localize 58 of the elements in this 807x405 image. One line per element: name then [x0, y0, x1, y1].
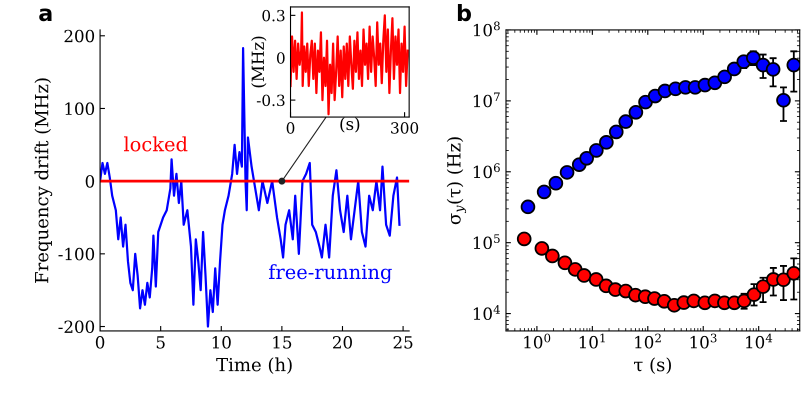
point — [746, 50, 761, 66]
x-tick-label: 25 — [394, 336, 412, 349]
point — [776, 92, 791, 108]
point — [708, 75, 722, 90]
y-tick-label: -0.3 — [256, 94, 285, 106]
y-tick-label: 10$^{8}$ — [474, 21, 500, 36]
point — [628, 104, 644, 120]
x-tick-label: 10$^{2}$ — [635, 334, 661, 349]
y-tick-label: 10$^{6}$ — [474, 163, 500, 178]
y-tick-label: 10$^{4}$ — [474, 305, 500, 320]
chart-title: a — [39, 8, 52, 22]
x-tick-label: 10$^{0}$ — [524, 334, 550, 349]
x-tick-label: 15 — [273, 336, 292, 349]
point — [588, 272, 604, 287]
point — [599, 135, 614, 150]
x-axis-title: τ (s) — [634, 357, 671, 374]
point — [726, 62, 742, 76]
point — [548, 176, 564, 191]
x-tick-label: 0 — [96, 336, 104, 349]
y-tick-label: 10$^{7}$ — [474, 92, 500, 108]
point — [786, 266, 800, 281]
y-tick-label: 10$^{5}$ — [474, 234, 500, 250]
x-tick-label: 5 — [156, 336, 165, 349]
x-tick-label: 20 — [333, 336, 352, 349]
y-tick-label: 0 — [86, 175, 94, 188]
point — [589, 143, 604, 158]
point — [756, 279, 770, 294]
y-axis-title: Frequency drift (MHz) — [34, 78, 52, 283]
point — [558, 256, 572, 270]
x-axis-title: (s) — [340, 117, 360, 133]
y-tick-label: 200 — [64, 30, 94, 42]
x-tick-label: 300 — [391, 122, 418, 134]
point — [766, 62, 780, 77]
point — [746, 287, 762, 302]
y-tick-label: 0 — [276, 52, 285, 64]
x-axis-title: Time (h) — [216, 357, 292, 374]
annotation: locked — [124, 136, 188, 152]
chart-title: b — [458, 4, 471, 22]
point — [608, 124, 624, 140]
y-axis-title: (MHz) — [251, 36, 266, 88]
y-axis-title: σ$_{y}$(τ) (Hz) — [446, 137, 466, 224]
x-tick-label: 10 — [212, 336, 231, 349]
point — [618, 114, 634, 129]
point — [579, 150, 594, 166]
x-tick-label: 10$^{1}$ — [580, 334, 605, 349]
point — [736, 294, 752, 308]
x-tick-label: 10$^{4}$ — [746, 334, 772, 349]
y-tick-label: 100 — [65, 102, 94, 116]
point — [560, 165, 574, 180]
y-tick-label: -100 — [58, 248, 94, 260]
line-series — [290, 11, 409, 116]
x-tick-label: 10$^{3}$ — [690, 334, 716, 349]
annotation: free-running — [268, 264, 392, 284]
point — [786, 58, 800, 72]
y-tick-label: 0.3 — [262, 10, 285, 22]
point — [717, 70, 732, 84]
point — [776, 272, 791, 288]
y-tick-label: -200 — [58, 320, 94, 334]
